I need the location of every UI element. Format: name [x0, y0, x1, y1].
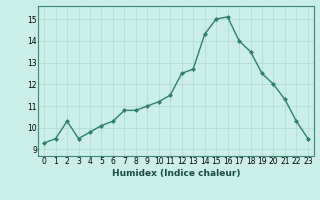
X-axis label: Humidex (Indice chaleur): Humidex (Indice chaleur): [112, 169, 240, 178]
